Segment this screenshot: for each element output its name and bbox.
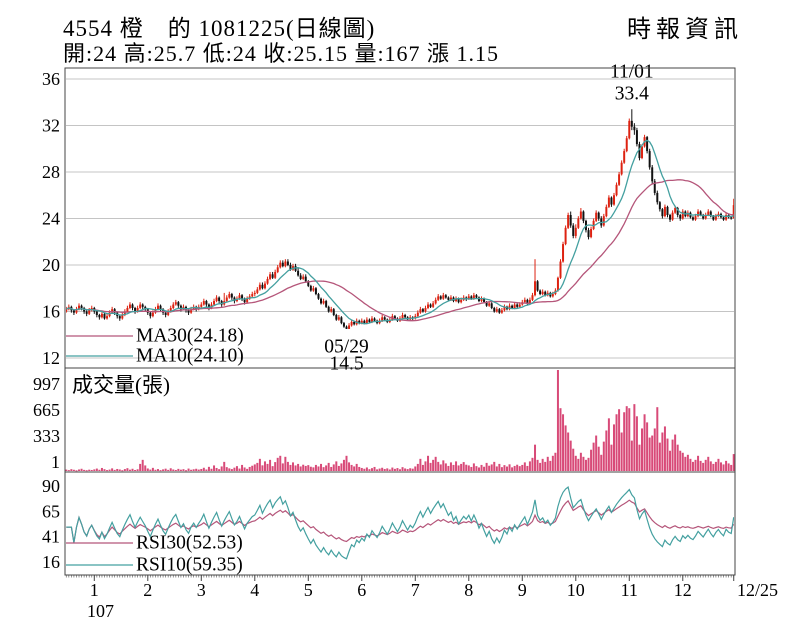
x-axis-month-label: 5: [304, 580, 313, 600]
x-axis-month-label: 8: [464, 580, 473, 600]
ma30-legend: MA30(24.18): [136, 326, 244, 347]
rsi30-line: [66, 499, 734, 543]
annotation-value: 33.4: [615, 84, 649, 105]
price-axis-label: 12: [42, 348, 60, 368]
x-axis-month-label: 10: [567, 580, 585, 600]
x-axis-month-label: 6: [357, 580, 366, 600]
x-axis-month-label: 12: [674, 580, 692, 600]
candlestick-series: [66, 109, 734, 329]
rsi-axis-label: 41: [42, 526, 60, 546]
rsi30-legend: RSI30(52.53): [136, 533, 243, 554]
quote-line: 開:24 高:25.7 低:24 收:25.15 量:167 漲 1.15: [63, 41, 500, 66]
x-axis-month-label: 4: [250, 580, 259, 600]
x-axis-month-label: 11: [621, 580, 638, 600]
volume-bars: [65, 370, 735, 472]
rsi-axis-label: 90: [42, 476, 60, 496]
volume-axis-label: 333: [33, 426, 60, 446]
annotation-value: 14.5: [329, 354, 363, 375]
annotation-date: 05/29: [324, 337, 368, 358]
x-axis-month-label: 3: [197, 580, 206, 600]
ma10-line: [66, 139, 734, 325]
x-axis-end-label: 12/25: [737, 580, 778, 600]
x-axis-month-label: 2: [143, 580, 152, 600]
x-axis-year-label: 107: [87, 601, 114, 621]
x-axis-month-label: 9: [518, 580, 527, 600]
volume-axis-label: 997: [33, 374, 60, 394]
chart-title: 4554 橙 的 1081225(日線圖): [63, 16, 376, 41]
data-source-label: 時報資訊: [627, 17, 743, 43]
rsi10-legend: RSI10(59.35): [136, 555, 243, 576]
price-axis-label: 32: [42, 116, 60, 136]
price-axis-label: 28: [42, 162, 60, 182]
rsi10-line: [66, 485, 734, 560]
price-axis-label: 24: [42, 209, 60, 229]
x-axis-month-label: 1: [90, 580, 99, 600]
x-axis-month-label: 7: [411, 580, 420, 600]
volume-axis-label: 665: [33, 400, 60, 420]
ma30-line: [66, 179, 734, 322]
rsi-axis-label: 65: [42, 502, 60, 522]
price-axis-label: 20: [42, 255, 60, 275]
volume-title: 成交量(張): [72, 373, 170, 397]
annotation-date: 11/01: [610, 62, 654, 83]
price-axis-label: 36: [42, 69, 60, 89]
price-axis-label: 16: [42, 302, 60, 322]
volume-axis-label: 1: [51, 452, 60, 472]
ma10-legend: MA10(24.10): [136, 346, 244, 367]
rsi-axis-label: 16: [42, 552, 60, 572]
